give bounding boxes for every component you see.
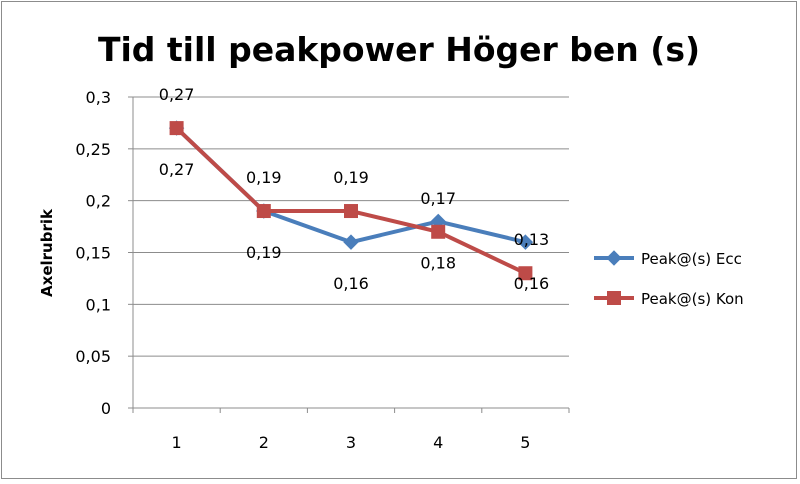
gridlines xyxy=(133,96,569,357)
y-axis-label: Axelrubrik xyxy=(38,208,56,297)
x-tick-label: 3 xyxy=(346,433,356,452)
data-point xyxy=(607,291,621,305)
legend-item: Peak@(s) Kon xyxy=(594,290,744,308)
data-point xyxy=(518,266,533,281)
data-point xyxy=(256,204,271,219)
x-tick-label: 2 xyxy=(259,433,269,452)
legend-item: Peak@(s) Ecc xyxy=(594,250,742,268)
data-label: 0,27 xyxy=(159,160,195,179)
data-label: 0,19 xyxy=(246,168,282,187)
chart-title: Tid till peakpower Höger ben (s) xyxy=(98,30,700,69)
x-tick-label: 4 xyxy=(433,433,443,452)
y-tick-label: 0,25 xyxy=(75,140,111,159)
data-label: 0,19 xyxy=(333,168,369,187)
legend: Peak@(s) Ecc Peak@(s) Kon xyxy=(594,250,744,308)
data-labels: 0,27 0,19 0,16 0,18 0,16 0,27 0,19 0,19 0,17 0,13 xyxy=(159,85,549,293)
y-tick-label: 0,3 xyxy=(86,88,111,107)
series-kon xyxy=(169,121,533,281)
y-tick-label: 0,15 xyxy=(75,244,111,263)
y-tick-label: 0,1 xyxy=(86,295,111,314)
axes: 0 0,05 0,1 0,15 0,2 0,25 0,3 1 2 3 4 5 xyxy=(75,88,570,452)
data-point xyxy=(169,121,184,136)
data-label: 0,16 xyxy=(514,274,550,293)
data-point xyxy=(431,224,446,239)
data-label: 0,27 xyxy=(159,85,195,104)
legend-label: Peak@(s) Kon xyxy=(641,290,744,308)
legend-label: Peak@(s) Ecc xyxy=(641,250,742,268)
y-tick-label: 0,05 xyxy=(75,347,111,366)
data-point xyxy=(606,250,622,266)
data-label: 0,18 xyxy=(420,253,456,272)
data-label: 0,19 xyxy=(246,243,282,262)
x-tick-label: 5 xyxy=(520,433,530,452)
data-label: 0,13 xyxy=(514,230,550,249)
data-point xyxy=(517,234,534,250)
data-label: 0,17 xyxy=(420,189,456,208)
data-label: 0,16 xyxy=(333,274,369,293)
data-point xyxy=(343,234,359,250)
y-tick-label: 0,2 xyxy=(86,192,111,211)
data-point xyxy=(344,204,358,219)
x-tick-label: 1 xyxy=(172,433,182,452)
series-group xyxy=(168,120,534,281)
y-tick-label: 0 xyxy=(101,399,111,418)
